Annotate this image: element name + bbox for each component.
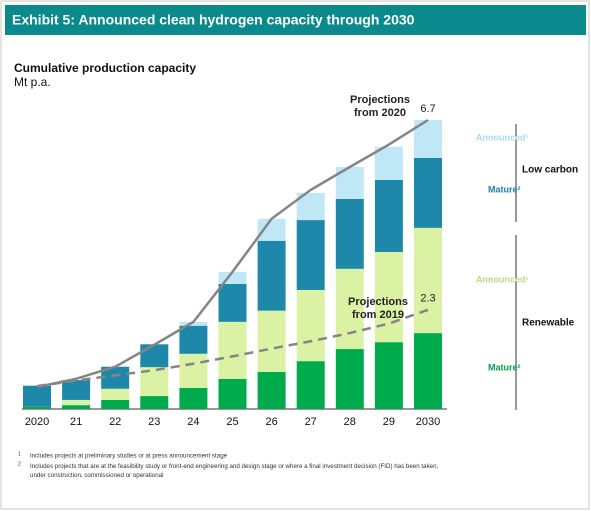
- legend-label: Mature²: [488, 362, 521, 372]
- annotation: Projections from 2019: [348, 296, 408, 321]
- x-tick-label: 28: [344, 416, 356, 428]
- bar-segment: [257, 240, 286, 311]
- bar-segment: [414, 227, 442, 334]
- x-tick-label: 2020: [25, 416, 49, 428]
- chart-title: Exhibit 5: Announced clean hydrogen capa…: [12, 12, 415, 28]
- bar-segment: [335, 198, 364, 269]
- x-tick-label: 27: [305, 416, 317, 428]
- footnote: Includes projects that are at the feasib…: [30, 463, 439, 479]
- data-label: 6.7: [420, 103, 435, 115]
- group-label: Low carbon: [522, 165, 578, 176]
- legend-label: Announced¹: [476, 274, 529, 284]
- bar-segment: [179, 321, 208, 326]
- x-tick-label: 2030: [416, 416, 440, 428]
- bar-segment: [23, 385, 51, 407]
- bar-segment: [179, 387, 208, 409]
- bar-segment: [374, 146, 403, 180]
- x-tick-label: 22: [109, 416, 121, 428]
- bar-segment: [218, 321, 247, 379]
- footnote-mark: 1: [18, 451, 21, 457]
- bar-segment: [218, 283, 247, 322]
- title-bar: [5, 5, 586, 35]
- bar-segment: [257, 218, 286, 241]
- bar-segment: [414, 333, 442, 409]
- bar-segment: [296, 289, 325, 362]
- bar-segment: [335, 349, 364, 409]
- bar-segment: [374, 342, 403, 409]
- x-tick-label: 23: [148, 416, 160, 428]
- bar-segment: [62, 405, 91, 409]
- x-tick-label: 29: [383, 416, 395, 428]
- bar-segment: [23, 406, 51, 409]
- x-tick-label: 24: [187, 416, 199, 428]
- legend-label: Announced¹: [476, 132, 529, 142]
- bar-segment: [62, 380, 91, 400]
- line: [36, 308, 429, 388]
- x-tick-label: 25: [226, 416, 238, 428]
- bar-segment: [101, 388, 130, 400]
- bar-segment: [140, 344, 169, 368]
- bar-segment: [101, 399, 130, 409]
- annotation: Projections from 2020: [350, 94, 410, 119]
- line: [36, 118, 429, 389]
- bar-segment: [296, 361, 325, 409]
- bar-segment: [374, 179, 403, 252]
- footnote-line: Includes projects that are at the feasib…: [30, 463, 439, 470]
- bar-segment: [414, 157, 442, 228]
- bar-segment: [179, 325, 208, 354]
- unit: Mt p.a.: [14, 75, 51, 89]
- footnote-line: under construction, commissioned or oper…: [30, 472, 163, 479]
- footnote: Includes projects at preliminary studies…: [30, 453, 228, 460]
- bar-segment: [257, 371, 286, 409]
- bar-segment: [140, 396, 169, 409]
- bar-segment: [62, 399, 91, 406]
- x-tick-label: 21: [70, 416, 82, 428]
- bar-segment: [101, 366, 130, 389]
- bar-segment: [257, 310, 286, 372]
- bar-segment: [296, 220, 325, 290]
- data-label: 2.3: [420, 293, 435, 305]
- bar-segment: [218, 378, 247, 409]
- subtitle: Cumulative production capacity: [14, 61, 196, 75]
- legend-label: Mature²: [488, 184, 521, 194]
- x-tick-label: 26: [265, 416, 277, 428]
- bar-segment: [179, 353, 208, 388]
- footnote-mark: 2: [18, 461, 21, 467]
- group-label: Renewable: [522, 318, 575, 329]
